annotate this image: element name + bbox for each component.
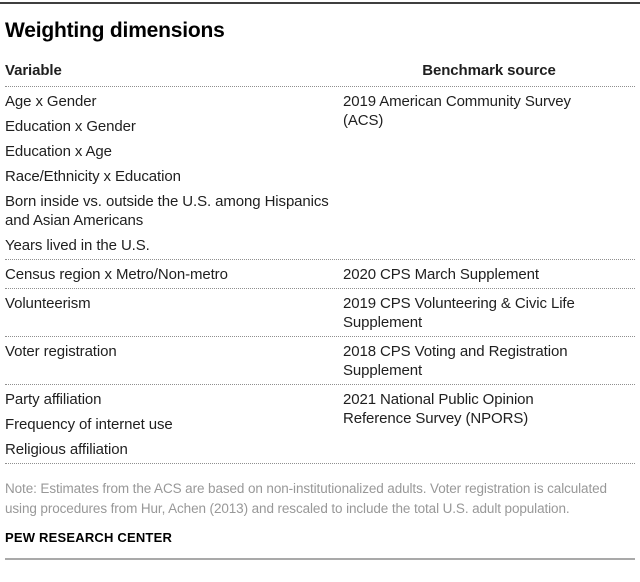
variable-item: Volunteerism xyxy=(5,295,91,312)
variable-item: Party affiliation xyxy=(5,391,102,408)
benchmark-cell: 2020 CPS March Supplement xyxy=(343,265,635,284)
table-header-row: Variable Benchmark source xyxy=(5,61,635,87)
table-body: Age x Gender Education x Gender Education … xyxy=(5,87,635,464)
column-header-benchmark: Benchmark source xyxy=(422,62,556,79)
variable-item: Race/Ethnicity x Education xyxy=(5,168,181,185)
table-row: Volunteerism 2019 CPS Volunteering & Civ… xyxy=(5,289,635,337)
variable-item: Voter registration xyxy=(5,343,117,360)
table-row: Voter registration 2018 CPS Voting and R… xyxy=(5,337,635,385)
variable-item: Census region x Metro/Non-metro xyxy=(5,266,228,283)
variable-cell: Volunteerism xyxy=(5,294,343,332)
variable-cell: Party affiliation Frequency of internet u… xyxy=(5,390,343,459)
variable-item: Religious affiliation xyxy=(5,441,128,458)
benchmark-cell: 2021 National Public Opinion Reference S… xyxy=(343,390,635,459)
benchmark-text: 2021 National Public Opinion Reference S… xyxy=(343,391,534,427)
column-header-variable: Variable xyxy=(5,62,62,79)
variable-item: Age x Gender xyxy=(5,93,97,110)
variable-item: Education x Age xyxy=(5,143,112,160)
benchmark-cell: 2019 CPS Volunteering & Civic Life Suppl… xyxy=(343,294,635,332)
page-title: Weighting dimensions xyxy=(5,19,225,42)
weighting-table: Variable Benchmark source Age x Gender Ed… xyxy=(5,61,635,464)
variable-item: Education x Gender xyxy=(5,118,136,135)
table-note: Note: Estimates from the ACS are based o… xyxy=(5,481,607,516)
bottom-border-rule xyxy=(5,558,635,560)
variable-item: Years lived in the U.S. xyxy=(5,237,150,254)
benchmark-text: 2019 CPS Volunteering & Civic Life Suppl… xyxy=(343,295,575,331)
benchmark-text: 2020 CPS March Supplement xyxy=(343,266,539,283)
source-label: PEW RESEARCH CENTER xyxy=(5,530,173,545)
benchmark-text: 2018 CPS Voting and Registration Supplem… xyxy=(343,343,568,379)
variable-cell: Voter registration xyxy=(5,342,343,380)
variable-item: Born inside vs. outside the U.S. among H… xyxy=(5,193,329,229)
table-row: Census region x Metro/Non-metro 2020 CPS… xyxy=(5,260,635,289)
top-border-rule xyxy=(0,2,640,4)
variable-cell: Age x Gender Education x Gender Education … xyxy=(5,92,343,255)
variable-cell: Census region x Metro/Non-metro xyxy=(5,265,343,284)
figure-content: Weighting dimensions Variable Benchmark … xyxy=(0,18,640,560)
benchmark-cell: 2018 CPS Voting and Registration Supplem… xyxy=(343,342,635,380)
benchmark-cell: 2019 American Community Survey (ACS) xyxy=(343,92,635,255)
table-row: Age x Gender Education x Gender Education … xyxy=(5,87,635,260)
benchmark-text: 2019 American Community Survey (ACS) xyxy=(343,93,571,129)
variable-item: Frequency of internet use xyxy=(5,416,173,433)
table-row: Party affiliation Frequency of internet u… xyxy=(5,385,635,464)
